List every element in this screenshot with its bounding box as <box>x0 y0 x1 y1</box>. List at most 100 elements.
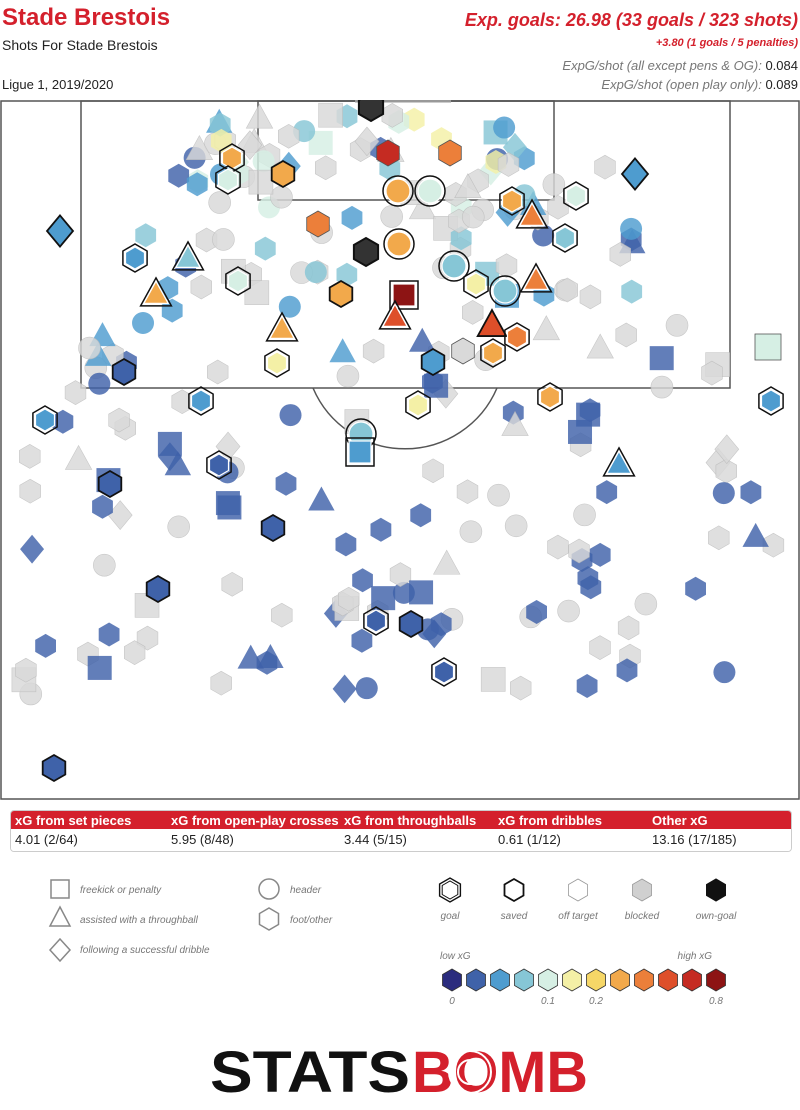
shot-marker-goal-ring <box>499 186 525 216</box>
background-shot-marker <box>168 163 190 188</box>
background-shot-marker <box>161 298 183 323</box>
background-shot-marker <box>212 228 235 251</box>
shot-marker-off-target <box>754 333 782 361</box>
background-shot-marker <box>254 236 276 261</box>
shot-marker-saved <box>111 357 137 387</box>
background-shot-marker <box>15 657 37 683</box>
background-shot-marker <box>257 644 284 669</box>
background-shot-marker <box>714 434 740 465</box>
shot-marker-goal-ring <box>215 165 241 195</box>
background-shot-marker <box>87 655 112 680</box>
background-shot-marker <box>621 279 643 304</box>
background-shot-marker <box>616 658 638 683</box>
background-shot-marker <box>245 103 274 129</box>
xg-scale-swatch <box>514 968 534 992</box>
shot-marker-goal-ring <box>489 275 521 307</box>
shot-marker-goal <box>501 189 523 213</box>
background-shot-marker <box>132 312 155 335</box>
background-shot-marker <box>577 566 599 591</box>
shot-marker-goal-ring <box>188 386 214 416</box>
shot-marker-own-goal <box>357 100 385 123</box>
background-shot-marker <box>480 667 506 692</box>
header-crosses: xG from open-play crosses <box>171 813 339 828</box>
xg-summary: Exp. goals: 26.98 (33 goals / 323 shots) <box>464 10 798 30</box>
background-shot-marker <box>450 226 472 251</box>
shot-marker-saved <box>260 513 286 543</box>
statsbomb-logo: STATS BOMB <box>210 1042 588 1098</box>
background-shot-marker <box>459 520 483 543</box>
background-shot-marker <box>573 503 596 527</box>
background-shot-marker <box>207 359 229 385</box>
shot-marker-goal <box>34 408 56 432</box>
shot-marker-goal <box>417 178 443 204</box>
background-shot-marker <box>209 112 231 137</box>
legend-own-goal-label: own-goal <box>696 911 737 922</box>
penalty-arc <box>312 387 498 450</box>
background-shot-marker <box>318 102 343 128</box>
legend-off-target-label: off target <box>558 911 599 922</box>
legend-goal-label: goal <box>441 911 461 922</box>
background-shot-marker <box>408 194 437 220</box>
background-shot-marker <box>237 644 264 669</box>
legend-low-xg-label: low xG <box>440 951 471 962</box>
background-shot-marker <box>64 444 93 470</box>
xg-per-shot-open-label: ExpG/shot (open play only): <box>601 77 762 92</box>
xg-per-shot-open-value: 0.089 <box>765 77 798 92</box>
shot-marker-goal-ring <box>378 299 412 330</box>
background-shot-marker <box>380 205 403 228</box>
background-shot-marker <box>277 123 300 149</box>
background-shot-marker <box>337 586 360 612</box>
legend-freekick-label: freekick or penalty <box>80 885 162 896</box>
shot-marker-goal <box>221 146 243 170</box>
xg-per-shot-all-label: ExpG/shot (all except pens & OG): <box>562 58 762 73</box>
xg-scale-swatch <box>706 968 726 992</box>
shot-marker-goal <box>482 341 504 365</box>
background-shot-marker <box>556 277 579 303</box>
background-shot-marker <box>501 410 529 436</box>
shot-marker-goal <box>392 283 416 307</box>
shot-marker-goal <box>605 450 633 474</box>
shot-marker-saved <box>45 213 75 249</box>
background-shot-marker <box>456 479 479 505</box>
dribble-legend-icon <box>48 937 72 963</box>
shot-marker-goal <box>522 266 550 290</box>
shot-marker-goal-ring <box>519 262 553 293</box>
header-throughballs: xG from throughballs <box>344 813 477 828</box>
background-shot-marker <box>410 503 432 528</box>
off-target-legend-icon <box>568 878 588 902</box>
background-shot-marker <box>35 633 56 658</box>
shot-marker-goal-ring <box>431 657 457 687</box>
shot-marker-goal <box>554 226 576 250</box>
background-shot-marker <box>352 568 373 593</box>
background-shot-marker <box>93 553 116 577</box>
scale-tick-0-2: 0.2 <box>589 996 603 1007</box>
background-shot-marker <box>712 482 735 505</box>
shot-marker-goal <box>433 660 455 684</box>
background-shot-marker <box>124 640 146 665</box>
goal-legend-inner <box>441 880 459 900</box>
xg-scale-swatch <box>538 968 558 992</box>
shot-marker-goal-ring <box>225 266 251 296</box>
shot-marker-goal <box>565 184 587 208</box>
shot-marker-goal <box>190 389 212 413</box>
shot-marker-goal-ring <box>139 276 173 307</box>
background-shot-marker <box>389 562 412 587</box>
background-shot-marker <box>568 419 593 444</box>
scale-tick-0-8: 0.8 <box>709 996 723 1007</box>
shot-marker-goal-ring <box>265 311 299 342</box>
shot-marker-goal-ring <box>438 250 470 282</box>
legend-foot-label: foot/other <box>290 915 333 926</box>
shot-marker-goal-ring <box>602 446 636 477</box>
shot-marker-saved <box>620 156 650 192</box>
shot-marker-off-target <box>306 210 330 238</box>
background-shot-marker <box>136 625 159 651</box>
legend-high-xg-label: high xG <box>678 951 713 962</box>
background-shot-marker <box>579 284 602 310</box>
background-shot-marker <box>92 494 113 519</box>
background-shot-marker <box>19 478 41 504</box>
xg-scale-swatch <box>634 968 654 992</box>
value-dribbles: 0.61 (1/12) <box>498 832 561 847</box>
xg-breakdown-table: xG from set pieces xG from open-play cro… <box>10 810 792 852</box>
xg-penalties: +3.80 (1 goals / 5 penalties) <box>655 37 798 49</box>
shot-marker-off-target <box>451 337 475 365</box>
